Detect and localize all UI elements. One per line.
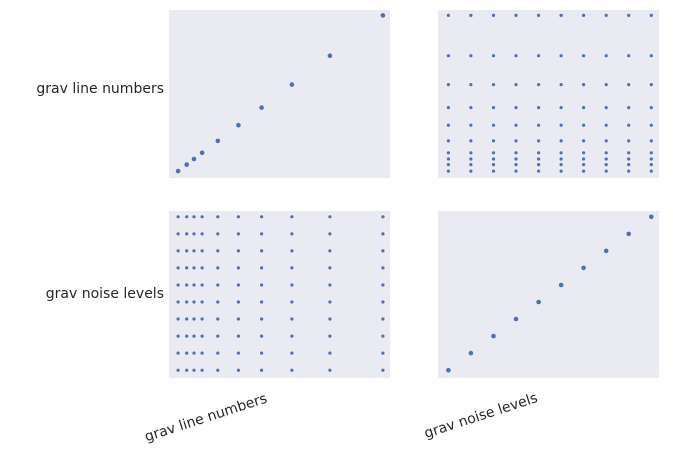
subplot-1-1 (438, 211, 659, 378)
y-axis-label-grav-noise-levels: grav noise levels (45, 286, 164, 302)
subplot-1-0 (169, 211, 390, 378)
subplot-1-0-points (176, 215, 385, 372)
subplot-0-1 (438, 10, 659, 178)
subplot-1-1-points (446, 214, 654, 373)
x-axis-label-grav-line-numbers: grav line numbers (142, 390, 270, 446)
subplot-0-0-points (175, 13, 386, 174)
y-axis-label-grav-line-numbers: grav line numbers (36, 81, 164, 97)
x-axis-label-grav-noise-levels: grav noise levels (422, 390, 540, 442)
subplot-0-1-points (446, 13, 653, 173)
subplot-0-0 (169, 10, 390, 178)
